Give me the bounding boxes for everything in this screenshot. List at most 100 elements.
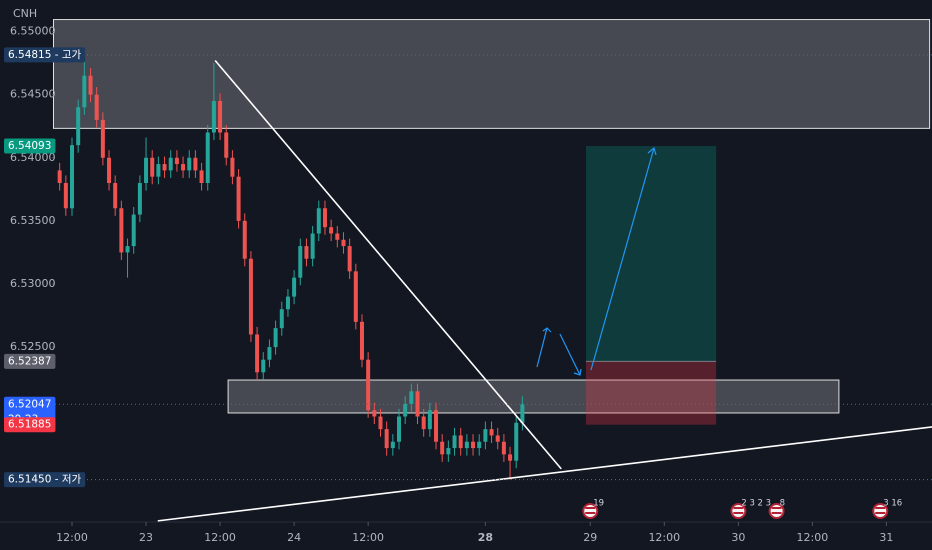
event-flag xyxy=(771,507,782,509)
candle-body xyxy=(483,429,488,442)
trend-line xyxy=(214,59,562,470)
candle-body xyxy=(137,183,142,215)
x-tick-label: 12:00 xyxy=(56,531,88,544)
arrow-head xyxy=(542,327,552,333)
candle-body xyxy=(514,422,519,461)
candle-body xyxy=(427,410,432,430)
candle-body xyxy=(329,227,334,234)
event-flag xyxy=(733,507,744,509)
candle-body xyxy=(359,321,364,360)
price-label-text: 6.51450 - 저가 xyxy=(8,474,82,486)
candle-body xyxy=(421,416,426,430)
y-tick-label: 6.55000 xyxy=(10,25,56,38)
candle-body xyxy=(168,157,173,171)
candle-body xyxy=(224,132,229,158)
candle-body xyxy=(193,157,198,171)
candle-body xyxy=(316,208,321,234)
candle-body xyxy=(335,233,340,240)
candle-body xyxy=(162,164,167,171)
candle-body xyxy=(236,176,241,221)
candle-body xyxy=(218,100,223,133)
drawings xyxy=(53,19,931,425)
candle-body xyxy=(181,164,186,171)
candle-body xyxy=(119,208,124,253)
candle-body xyxy=(273,328,278,348)
price-label-box xyxy=(4,47,86,63)
event-flag xyxy=(771,512,782,514)
candle-body xyxy=(477,441,482,449)
arrow-down xyxy=(559,333,581,376)
y-tick-label: 6.52500 xyxy=(10,340,56,353)
event-flag xyxy=(733,512,744,514)
arrow-head xyxy=(573,368,582,376)
candle-body xyxy=(489,429,494,436)
candle-body xyxy=(378,416,383,430)
candle-body xyxy=(341,239,346,247)
candle-body xyxy=(150,157,155,177)
candle-body xyxy=(230,157,235,177)
candle-body xyxy=(434,410,439,442)
event-count: 3 16 xyxy=(883,499,902,509)
candle-body xyxy=(508,454,513,461)
candle-body xyxy=(390,441,395,449)
candle-body xyxy=(409,391,414,404)
trend-line xyxy=(157,426,932,522)
candle-body xyxy=(415,391,420,417)
x-tick-label: 12:00 xyxy=(204,531,236,544)
candle-body xyxy=(156,164,161,177)
price-label: 6.54093 xyxy=(4,138,56,154)
candle-body xyxy=(347,246,352,272)
candle-body xyxy=(471,441,476,449)
x-tick-label: 12:00 xyxy=(352,531,384,544)
candle-body xyxy=(292,277,297,297)
price-label-box xyxy=(4,138,56,154)
projection-arrows xyxy=(536,146,657,376)
candle-body xyxy=(242,220,247,259)
event-marker: 8 xyxy=(768,499,785,519)
event-marker: 19 xyxy=(582,499,604,519)
candle-body xyxy=(205,132,210,184)
event-count: 8 xyxy=(780,499,785,509)
candle-body xyxy=(403,403,408,417)
x-tick-label: 31 xyxy=(879,531,893,544)
candle-body xyxy=(131,214,136,247)
candle-body xyxy=(322,208,327,228)
candle-body xyxy=(82,75,87,108)
arrow-target xyxy=(590,147,655,371)
x-tick-label: 30 xyxy=(731,531,745,544)
candle-body xyxy=(187,157,192,171)
candle-body xyxy=(248,258,253,335)
candle-body xyxy=(285,296,290,310)
event-count: 19 xyxy=(593,499,604,509)
event-count: 2 3 2 3 xyxy=(741,499,771,509)
candle-body xyxy=(211,100,216,133)
price-label-box xyxy=(4,353,56,369)
price-label-box xyxy=(4,417,56,433)
price-label-box xyxy=(4,472,86,488)
candle-body xyxy=(113,183,118,209)
price-label: 6.51885 xyxy=(4,417,56,433)
candle-body xyxy=(353,271,358,322)
arrow-head xyxy=(647,146,657,156)
event-flag xyxy=(585,507,596,509)
symbol: CNH xyxy=(13,7,37,20)
candle-body xyxy=(76,107,81,146)
candle-body xyxy=(298,246,303,278)
candle-body xyxy=(94,94,99,120)
event-flag xyxy=(875,512,886,514)
candle-body xyxy=(304,246,309,259)
position-target-area xyxy=(585,146,717,362)
event-flag xyxy=(875,507,886,509)
trend-lines xyxy=(157,59,932,522)
candle-body xyxy=(452,435,457,449)
candle-body xyxy=(63,183,68,209)
price-label: 6.51450 - 저가 xyxy=(4,472,86,488)
y-tick-label: 6.54500 xyxy=(10,88,56,101)
x-tick-label: 24 xyxy=(287,531,301,544)
price-label-text: 6.51885 xyxy=(8,419,51,431)
x-tick-label: 28 xyxy=(478,531,493,544)
candle-body xyxy=(446,448,451,455)
